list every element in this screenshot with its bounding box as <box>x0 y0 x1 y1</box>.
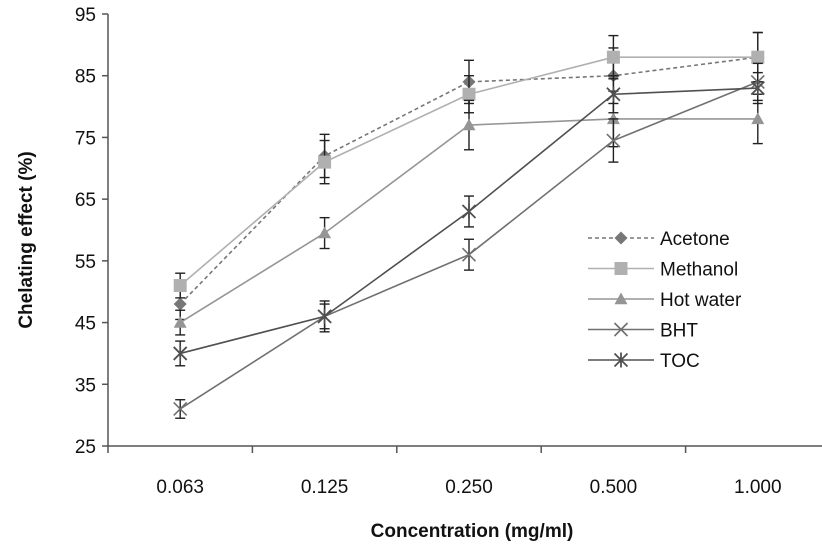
star-marker <box>613 352 629 368</box>
legend-label: TOC <box>660 351 700 372</box>
legend-item: TOC <box>588 351 700 372</box>
legend-item: Hot water <box>588 290 742 311</box>
x-marker <box>606 133 621 148</box>
y-tick-label: 25 <box>75 437 96 458</box>
legend-item: Methanol <box>588 260 738 281</box>
square-marker <box>173 279 187 293</box>
x-tick-label: 0.063 <box>156 477 204 498</box>
series-methanol <box>173 31 765 299</box>
legend-label: Methanol <box>660 260 738 281</box>
y-tick-label: 65 <box>75 190 96 211</box>
y-tick-label: 95 <box>75 5 96 26</box>
x-marker <box>173 401 188 417</box>
y-tick-label: 85 <box>75 67 96 88</box>
triangle-marker <box>318 226 332 239</box>
x-tick-label: 0.500 <box>590 477 638 498</box>
diamond-marker <box>173 297 187 311</box>
legend-label: BHT <box>660 321 698 342</box>
triangle-marker <box>614 292 628 305</box>
x-marker <box>613 322 629 337</box>
star-marker <box>173 345 188 361</box>
triangle-marker <box>173 316 187 328</box>
square-marker <box>606 50 620 64</box>
star-marker <box>461 203 477 219</box>
star-marker <box>606 86 621 102</box>
y-axis-title: Chelating effect (%) <box>16 151 37 328</box>
axes: 25 35 45 55 65 75 85 95 0.063 0.125 0.250 0.500 1.00… <box>75 5 822 498</box>
series-line <box>179 56 758 305</box>
square-marker <box>318 155 332 169</box>
square-marker <box>751 50 765 64</box>
legend-item: BHT <box>588 321 698 342</box>
x-marker <box>461 247 477 262</box>
y-tick-label: 45 <box>75 314 96 335</box>
triangle-marker <box>751 112 765 125</box>
y-tick-label: 35 <box>75 375 96 396</box>
x-tick-label: 0.125 <box>301 477 349 498</box>
y-tick-label: 55 <box>75 252 96 273</box>
diamond-marker <box>614 231 628 245</box>
legend: Acetone Methanol Hot water BHT TOC <box>588 229 742 372</box>
y-tick-label: 75 <box>75 128 96 149</box>
series-toc <box>173 71 765 367</box>
x-axis-title: Concentration (mg/ml) <box>371 521 574 542</box>
square-marker <box>462 87 476 101</box>
legend-item: Acetone <box>588 229 730 250</box>
legend-label: Acetone <box>660 229 730 250</box>
x-tick-label: 1.000 <box>734 477 782 498</box>
x-tick-label: 0.250 <box>445 477 493 498</box>
square-marker <box>614 262 628 275</box>
legend-label: Hot water <box>660 290 742 311</box>
star-marker <box>750 80 765 96</box>
plot-area <box>173 31 765 419</box>
triangle-marker <box>462 118 476 131</box>
star-marker <box>317 308 332 324</box>
